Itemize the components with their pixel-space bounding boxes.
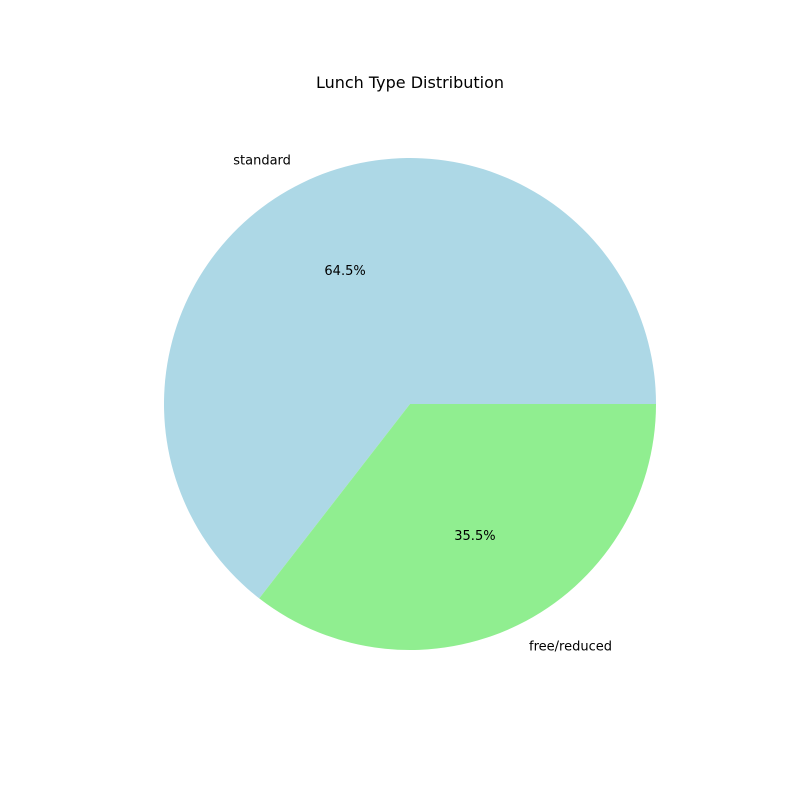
chart-title: Lunch Type Distribution: [316, 73, 504, 92]
pie-slice-standard: [163, 157, 657, 599]
slice-label-standard: standard: [233, 153, 291, 168]
pie-labels: standard 64.5% free/reduced 35.5%: [233, 153, 612, 654]
pie-slice-free-reduced: [259, 404, 656, 650]
pie-slices: [163, 157, 657, 650]
slice-percent-free-reduced: 35.5%: [454, 529, 495, 544]
slice-label-free-reduced: free/reduced: [529, 640, 612, 655]
slice-percent-standard: 64.5%: [324, 264, 365, 279]
